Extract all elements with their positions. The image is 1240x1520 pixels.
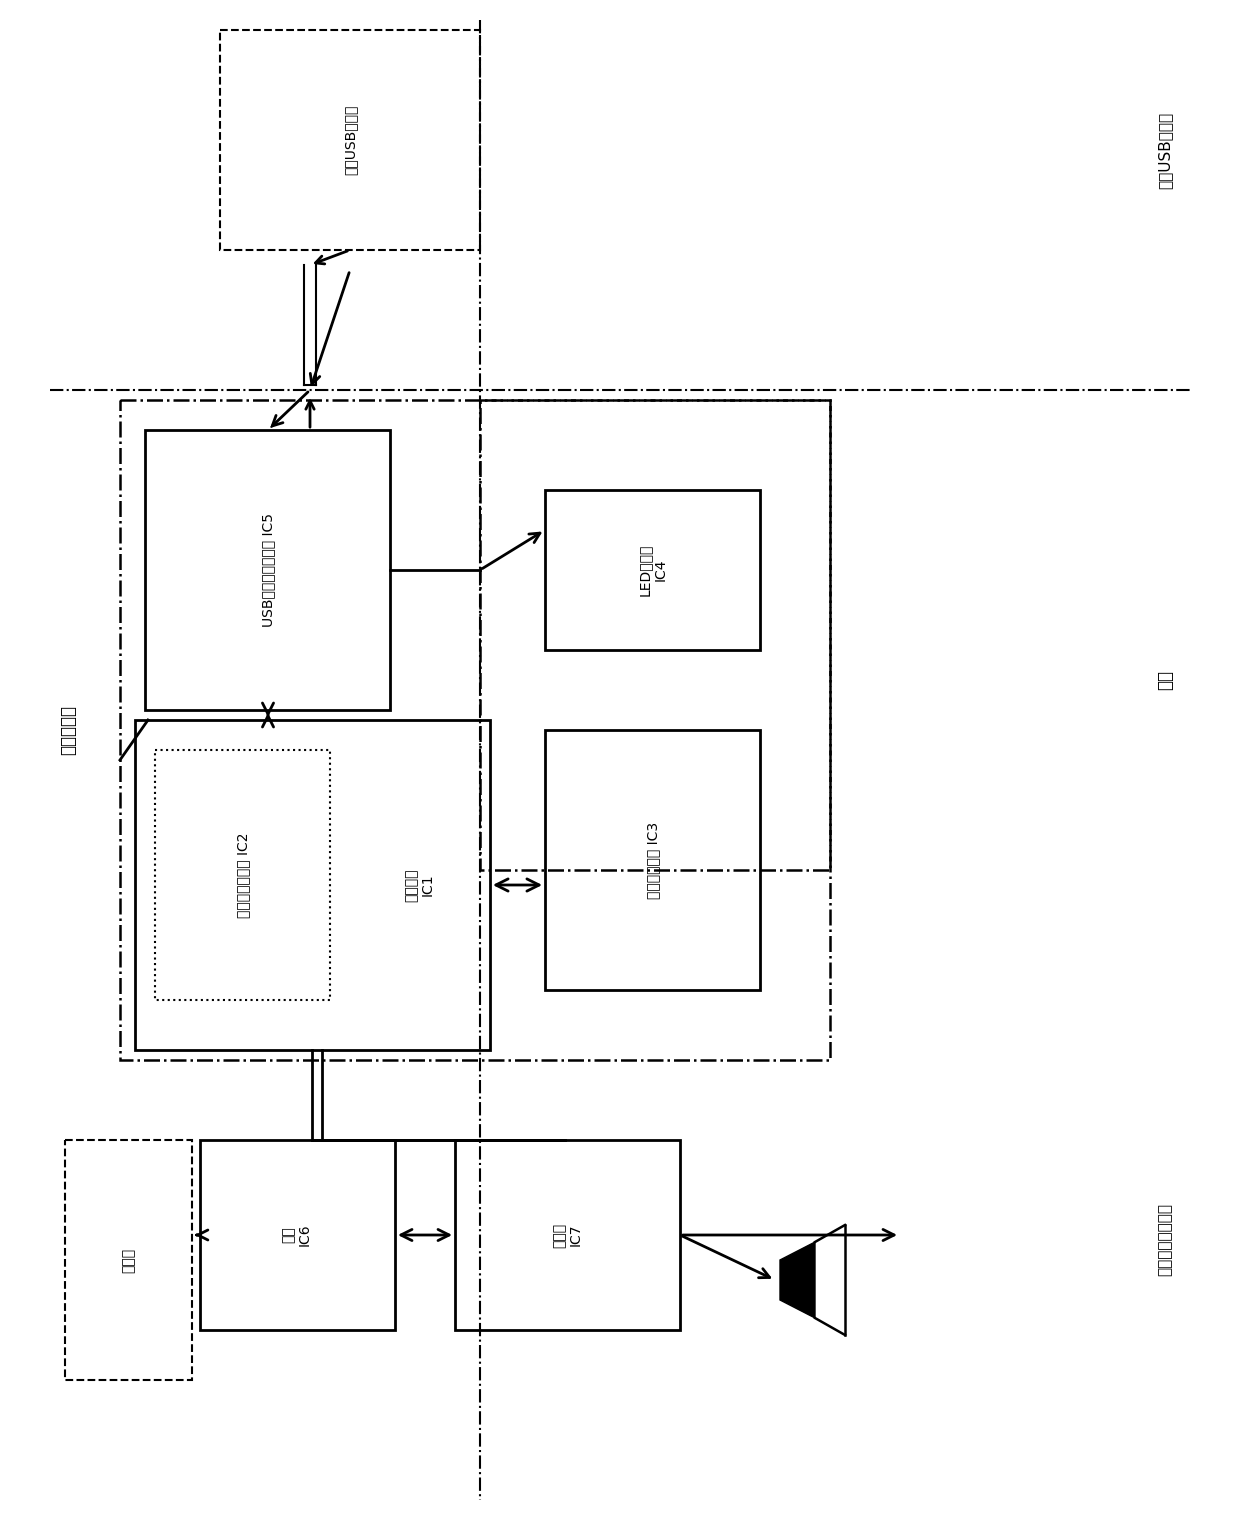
Bar xyxy=(546,489,760,651)
Text: 微控制器
IC1: 微控制器 IC1 xyxy=(405,868,435,901)
Text: 实时时钟单元 IC3: 实时时钟单元 IC3 xyxy=(646,821,660,898)
Text: 非易失性存储器 IC2: 非易失性存储器 IC2 xyxy=(236,833,250,918)
Bar xyxy=(155,749,330,1000)
Bar xyxy=(120,400,830,1059)
Text: LED指示灯
IC4: LED指示灯 IC4 xyxy=(637,544,668,596)
Text: 锁体: 锁体 xyxy=(1156,670,1174,690)
Bar xyxy=(219,30,480,249)
Text: 报警器
IC7: 报警器 IC7 xyxy=(553,1222,583,1248)
Polygon shape xyxy=(780,1242,815,1318)
Text: 外接USB存储器: 外接USB存储器 xyxy=(1157,111,1173,188)
Bar xyxy=(135,720,490,1050)
Bar xyxy=(200,1140,396,1330)
Bar xyxy=(145,430,391,710)
Text: 锁体控制器: 锁体控制器 xyxy=(60,705,77,755)
Bar xyxy=(455,1140,680,1330)
Text: 输出
IC6: 输出 IC6 xyxy=(281,1224,312,1246)
Text: 外部USB存储器: 外部USB存储器 xyxy=(343,105,357,175)
Bar xyxy=(480,400,830,869)
Text: 锁机构: 锁机构 xyxy=(122,1248,135,1272)
Text: 集中安全系统网络: 集中安全系统网络 xyxy=(1157,1204,1173,1277)
Bar xyxy=(64,1140,192,1380)
Bar xyxy=(546,730,760,990)
Text: USB存储接口控制器 IC5: USB存储接口控制器 IC5 xyxy=(260,514,275,626)
